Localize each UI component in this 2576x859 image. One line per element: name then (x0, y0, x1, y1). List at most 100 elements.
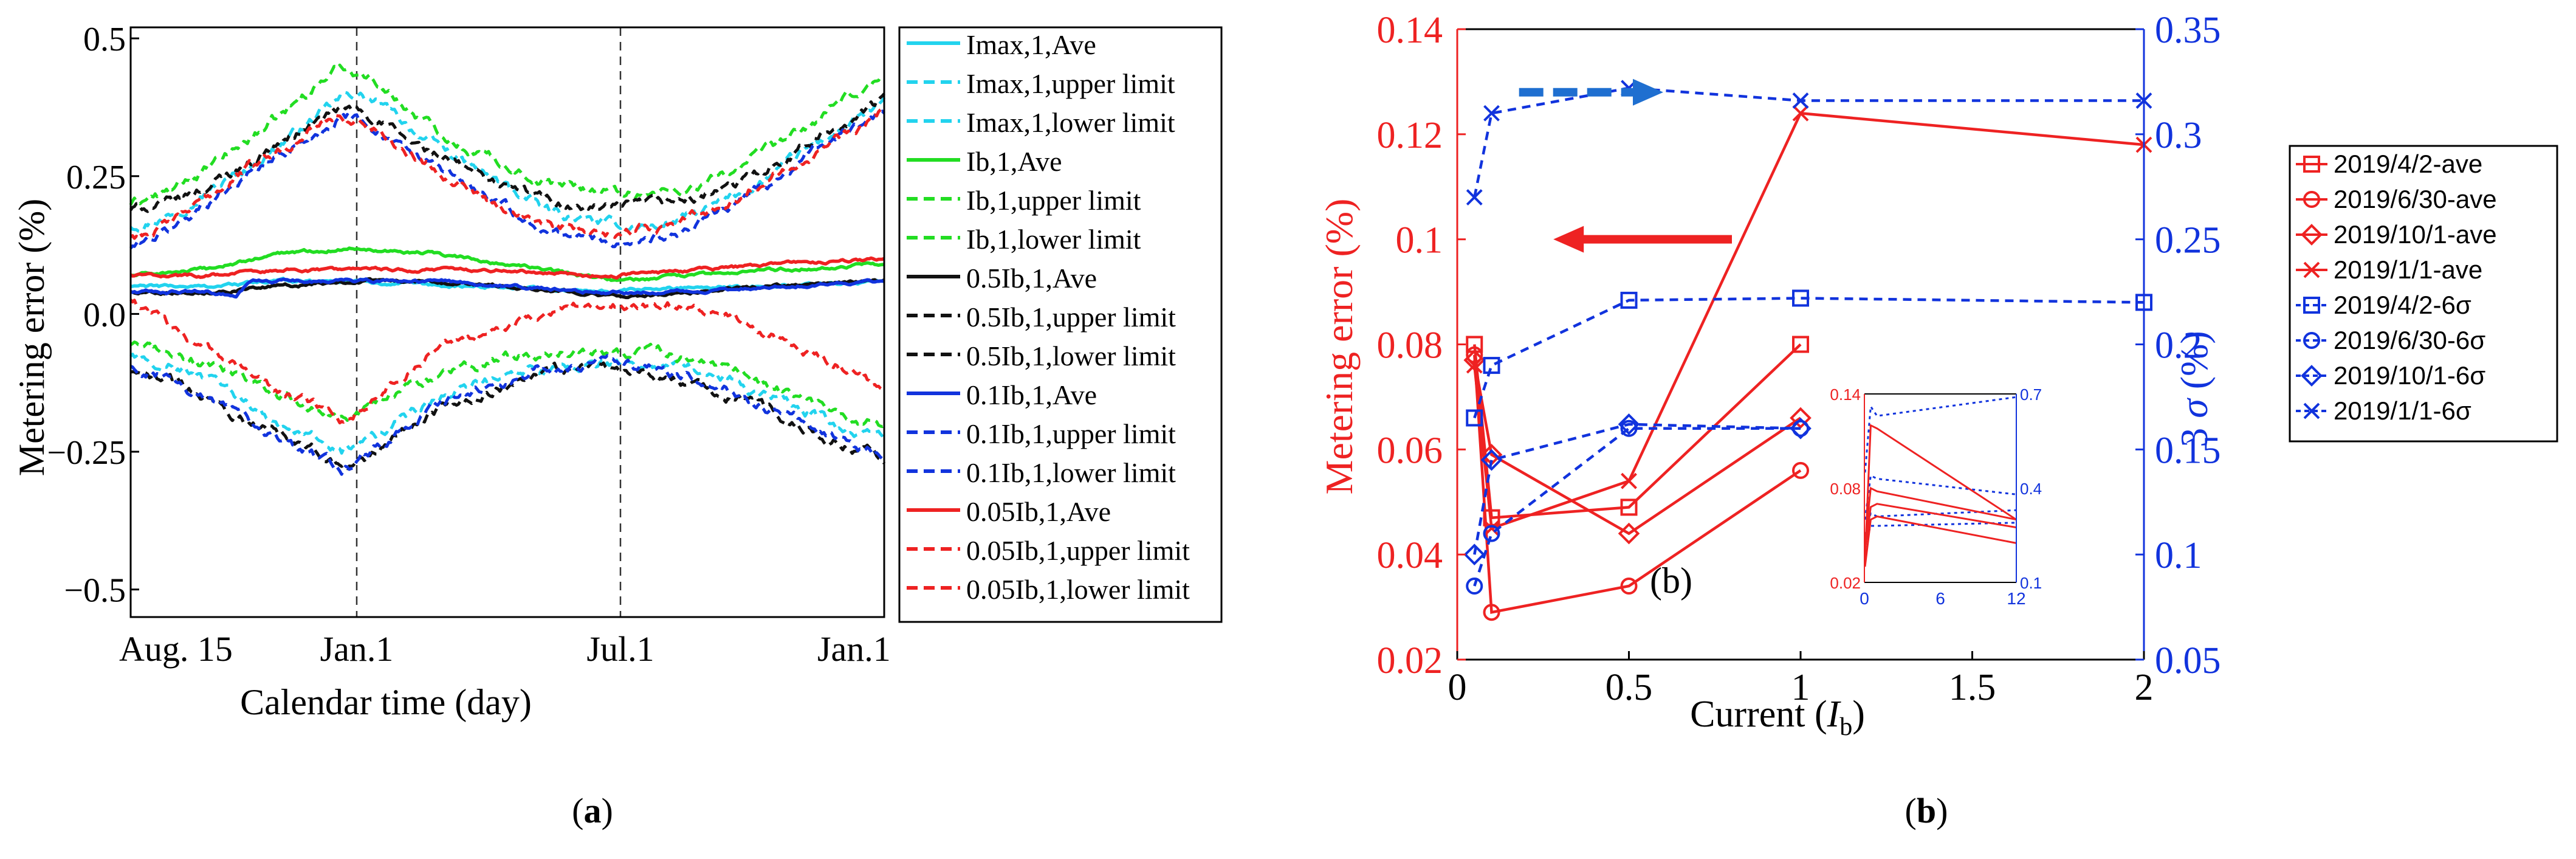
chart-a-ytick-label: 0.0 (83, 296, 126, 334)
chart-a-xtick-label: Jan.1 (320, 629, 394, 669)
chart-b-ytick-label: 0.02 (1377, 640, 1443, 681)
chart-b-inset-xtick-label: 6 (1935, 589, 1945, 608)
chart-b-point (1466, 189, 1483, 205)
chart-b-inset-y2tick-label: 0.7 (2020, 385, 2042, 404)
chart-b-point (1620, 498, 1638, 516)
chart-b-legend-label: 2019/10/1-ave (2334, 220, 2497, 249)
chart-a-series-0-5ib-1-upper-limit (129, 92, 885, 213)
chart-a-legend: Imax,1,Ave Imax,1,upper limit Imax,1,lower… (898, 26, 1223, 623)
chart-b-inset-blue-line (1864, 396, 2017, 473)
chart-b-point (1620, 291, 1638, 309)
chart-b-right-axis-arrow (1519, 78, 1663, 106)
chart-b-series-line (1473, 359, 1802, 536)
chart-b-inset-y2tick-label: 0.4 (2020, 480, 2042, 498)
chart-b-series-line (1473, 86, 2144, 198)
chart-b-y2tick-label: 0.3 (2155, 115, 2202, 156)
chart-b-point (1792, 461, 1809, 479)
chart-b-point (1618, 522, 1640, 545)
chart-b-legend-label: 2019/6/30-ave (2334, 185, 2497, 213)
chart-b-point (1466, 409, 1483, 427)
chart-a-legend-label: 0.1Ib,1,lower limit (966, 457, 1176, 488)
chart-b-inset-xtick-label: 0 (1860, 589, 1869, 608)
chart-b-legend-marker (2303, 402, 2320, 419)
chart-a-series-imax-1-upper-limit (129, 91, 886, 233)
chart-a-legend-label: Ib,1,upper limit (966, 185, 1141, 216)
chart-b-arrows (1519, 78, 1732, 253)
chart-b-series (1463, 80, 2152, 621)
chart-b-point (1792, 92, 1809, 109)
chart-a-ytick-label: −0.5 (64, 572, 126, 610)
chart-a-ytick-label: 0.25 (66, 159, 126, 196)
chart-a-ytick-label: 0.5 (83, 21, 126, 58)
chart-b-series-2019-4-2-ave (1466, 336, 1809, 526)
chart-a-series-0-1ib-1-upper-limit (129, 109, 885, 249)
chart-a-legend-label: 0.05Ib,1,lower limit (966, 574, 1190, 605)
chart-b-legend-label: 2019/4/2-6σ (2334, 291, 2471, 319)
chart-b-annotation: (b) (1650, 561, 1692, 601)
chart-b-point (1483, 604, 1500, 621)
chart-b-xtick-label: 0 (1448, 667, 1467, 708)
chart-b-legend-label: 2019/1/1-6σ (2334, 396, 2471, 425)
chart-b-series-2019-6-30-6sigma (1466, 419, 1809, 595)
chart-b: 0 6 120.020.080.140.10.40.7 (b) 0 0.5 1 1.5 2 … (1317, 10, 2558, 741)
chart-b-y2tick-label: 0.35 (2155, 10, 2221, 51)
chart-a-xtick-label: Jul.1 (586, 629, 654, 669)
chart-b-left-axis-arrow (1553, 226, 1732, 253)
chart-b-legend-label: 2019/4/2-ave (2334, 150, 2482, 178)
chart-b-inset-red-line (1864, 486, 2017, 543)
chart-a-x-axis-label: Calendar time (day) (240, 682, 532, 722)
chart-b-ytick-label: 0.06 (1377, 430, 1443, 471)
chart-b-series-2019-1-1-6sigma (1466, 80, 2152, 205)
chart-b-legend-marker (2301, 224, 2323, 246)
chart-b-point (1480, 449, 1503, 471)
chart-b-series-2019-1-1-ave (1466, 105, 2152, 537)
chart-a-legend-label: 0.1Ib,1,upper limit (966, 418, 1176, 449)
chart-b-y2tick-label: 0.25 (2155, 220, 2221, 261)
chart-b-series-line (1473, 297, 2145, 419)
chart-b-legend-box (2289, 145, 2558, 443)
chart-b-ytick-label: 0.12 (1377, 115, 1443, 156)
chart-a-legend-label: 0.1Ib,1,Ave (966, 379, 1097, 410)
chart-a-legend-label: 0.5Ib,1,Ave (966, 263, 1097, 294)
chart-b-arrow-head (1633, 78, 1663, 106)
chart-b-y2tick-label: 0.15 (2155, 430, 2221, 471)
chart-a-series-0-05ib-1-ave (129, 256, 885, 280)
chart-b-point (1466, 578, 1483, 595)
chart-b-inset-ytick-label: 0.02 (1830, 574, 1861, 592)
chart-b-point (1466, 357, 1483, 374)
chart-b-point (1463, 543, 1486, 565)
chart-b-legend-marker (2303, 261, 2320, 278)
chart-b-x-axis-label: Current (Ib) (1690, 694, 1865, 741)
chart-a-x-ticks: Aug. 15 Jan.1 Jul.1 Jan.1 (119, 629, 891, 669)
chart-b-y2tick-label: 0.2 (2155, 325, 2202, 367)
chart-b-point (1483, 520, 1500, 537)
chart-a-legend-label: Ib,1,lower limit (966, 224, 1141, 255)
chart-a-legend-label: Imax,1,Ave (966, 29, 1096, 60)
chart-b-inset-y2tick-label: 0.1 (2020, 574, 2042, 592)
chart-b-legend: 2019/4/2-ave 2019/6/30-ave 2019/10/1-ave 20… (2289, 145, 2558, 443)
chart-a-legend-box (898, 26, 1223, 623)
chart-b-legend-marker (2301, 365, 2323, 387)
chart-b-ytick-label: 0.1 (1396, 220, 1443, 261)
panel-label-a: (a) (572, 791, 613, 830)
chart-b-point (1792, 289, 1809, 307)
chart-b-ytick-label: 0.04 (1377, 535, 1443, 576)
chart-a-legend-label: 0.05Ib,1,upper limit (966, 535, 1190, 566)
chart-a-legend-label: Ib,1,Ave (966, 146, 1062, 177)
chart-a-series-imax-1-lower-limit (129, 353, 886, 455)
chart-b-point (1483, 105, 1500, 122)
chart-b-series-line (1473, 423, 1801, 555)
chart-a-series (129, 63, 886, 476)
chart-b-inset-xtick-label: 12 (2007, 589, 2025, 608)
chart-a-series-0-1ib-1-ave (129, 277, 885, 299)
chart-a-series-0-05ib-1-lower-limit (129, 298, 885, 425)
chart-b-y-axis-label: Metering error (%) (1317, 199, 1361, 495)
chart-b-point (1792, 419, 1809, 437)
chart-b-y2tick-label: 0.05 (2155, 640, 2221, 681)
chart-b-legend-label: 2019/10/1-6σ (2334, 361, 2485, 390)
chart-b-inset-red-line (1864, 424, 2017, 559)
chart-b-y2-axis-label: 3 σ (%) (2172, 331, 2216, 447)
chart-b-xtick-label: 1 (1791, 667, 1810, 708)
chart-b-y-ticks-left: 0.02 0.04 0.06 0.08 0.1 0.12 0.14 (1377, 10, 1466, 681)
